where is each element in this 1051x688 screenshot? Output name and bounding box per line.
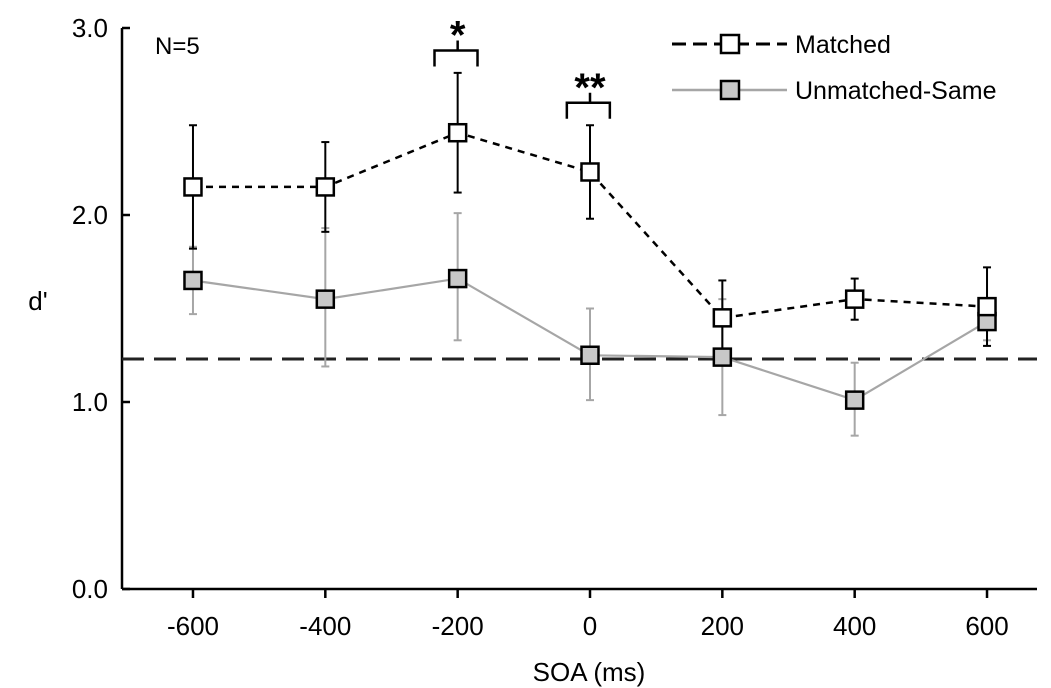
unmatched-same-marker — [447, 268, 468, 289]
y-tick-label: 0.0 — [72, 574, 108, 604]
matched-marker — [447, 122, 468, 143]
y-tick-label: 2.0 — [72, 200, 108, 230]
y-tick-label: 3.0 — [72, 13, 108, 43]
legend-unmatched-same-swatch-marker — [719, 79, 741, 101]
unmatched-same-marker — [580, 345, 600, 365]
matched-marker — [580, 162, 600, 182]
x-axis-title: SOA (ms) — [533, 657, 646, 687]
x-tick-label: 400 — [833, 611, 876, 641]
unmatched-same-marker — [844, 390, 865, 410]
error-bars — [188, 71, 992, 437]
significance-annotations: *** — [433, 13, 612, 119]
legend-matched-label: Matched — [795, 31, 891, 59]
axes: 0.0 1.0 2.0 3.0 -600 -400 -200 0 200 400 600 — [72, 13, 1037, 641]
x-tick-label: 600 — [965, 611, 1008, 641]
x-tick-label: -400 — [299, 611, 351, 641]
significance-star-label: ** — [574, 66, 606, 110]
unmatched-same-marker — [712, 347, 733, 367]
unmatched-same-marker — [315, 289, 336, 309]
unmatched-same-marker — [183, 270, 203, 291]
legend-unmatched-same-label: Unmatched-Same — [795, 77, 996, 105]
y-tick-label: 1.0 — [72, 387, 108, 417]
significance-bracket — [565, 92, 612, 119]
x-tick-label: -200 — [432, 611, 484, 641]
series-markers — [183, 122, 997, 410]
matched-marker — [977, 296, 997, 317]
legend-matched-swatch-marker — [719, 33, 741, 55]
matched-marker — [183, 177, 203, 197]
significance-star-label: * — [450, 13, 466, 57]
x-tick-label: 200 — [701, 611, 744, 641]
sample-size-annotation: N=5 — [155, 33, 200, 60]
matched-marker — [844, 289, 865, 309]
matched-marker — [315, 177, 336, 197]
legend: Matched Unmatched-Same — [672, 31, 996, 105]
x-tick-label: -600 — [167, 611, 219, 641]
matched-marker — [712, 308, 733, 328]
significance-bracket — [433, 40, 479, 67]
y-axis-title: d' — [28, 286, 47, 316]
x-tick-label: 0 — [583, 611, 597, 641]
